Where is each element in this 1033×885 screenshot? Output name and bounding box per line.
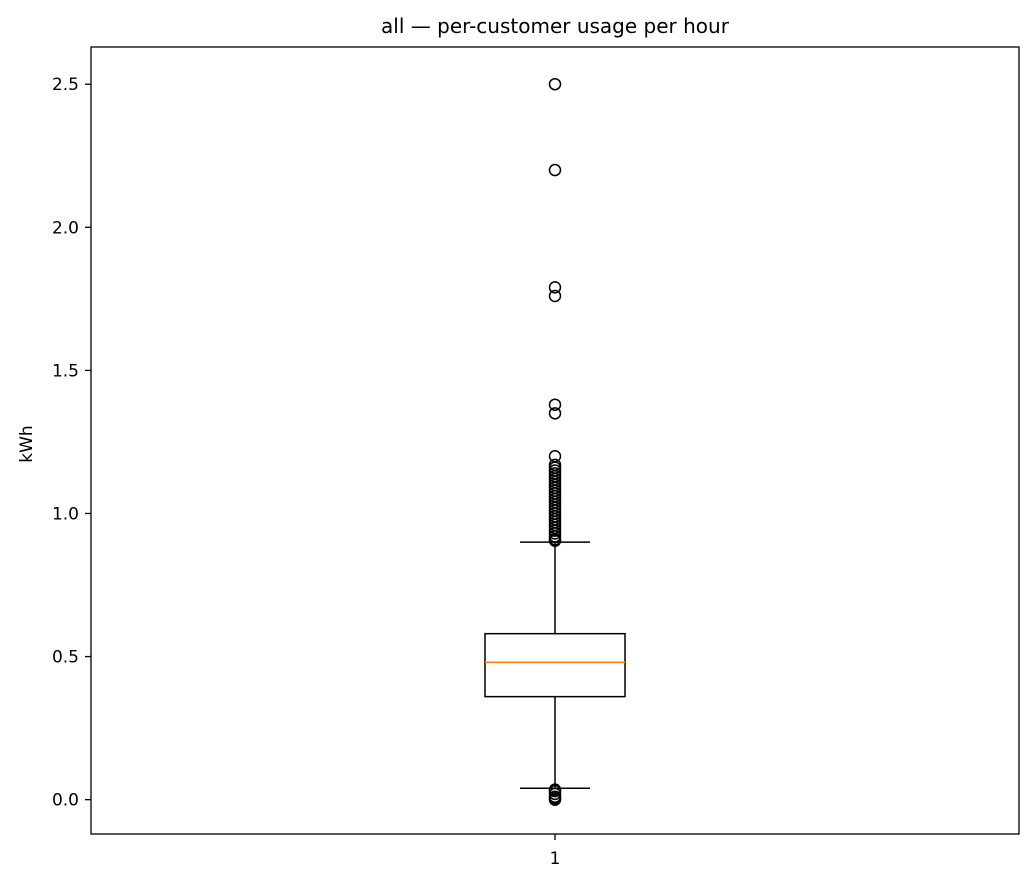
chart-title: all — per-customer usage per hour xyxy=(381,14,730,38)
plot-frame xyxy=(90,46,1020,835)
y-tick-label: 0.5 xyxy=(52,648,79,668)
y-axis-label: kWh xyxy=(17,425,37,462)
outlier-point xyxy=(548,77,562,91)
outlier-point xyxy=(548,289,562,303)
iqr-box xyxy=(484,632,626,698)
outlier-point xyxy=(548,783,562,796)
y-tick-label: 2.5 xyxy=(52,75,79,95)
outlier-point xyxy=(548,449,562,463)
y-tick-label: 1.5 xyxy=(52,361,79,381)
outlier-point xyxy=(548,458,562,472)
x-tick-label: 1 xyxy=(550,849,561,869)
outlier-point xyxy=(548,407,562,420)
outlier-point xyxy=(548,398,562,411)
plot-area xyxy=(484,77,626,806)
y-tick-label: 2.0 xyxy=(52,218,79,238)
y-tick-label: 1.0 xyxy=(52,504,79,524)
outlier-point xyxy=(548,163,562,177)
y-tick-label: 0.0 xyxy=(52,791,79,811)
outlier-point xyxy=(548,281,562,294)
